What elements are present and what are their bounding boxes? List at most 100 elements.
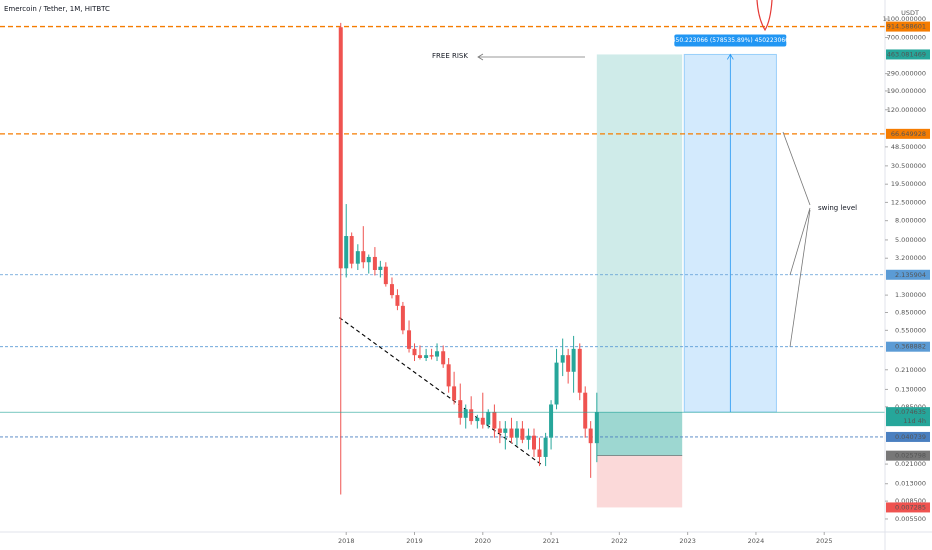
candle-body bbox=[412, 348, 417, 356]
y-tick-label: 19.500000 bbox=[891, 180, 926, 188]
y-tick-label: 0.850000 bbox=[895, 309, 926, 317]
candle-body bbox=[492, 411, 497, 429]
y-tick-label: 0.005500 bbox=[895, 515, 926, 523]
measure-label-bg bbox=[674, 34, 787, 47]
mid-badge: 0.025798 bbox=[895, 452, 926, 460]
currency-label: USDT bbox=[901, 9, 919, 17]
candle-body bbox=[583, 392, 588, 429]
y-tick-label: 120.000000 bbox=[887, 106, 926, 114]
stop-badge: 0.007285 bbox=[895, 503, 926, 511]
candle-body bbox=[463, 409, 468, 418]
candle-body bbox=[361, 251, 366, 263]
price-badge-bg bbox=[886, 128, 930, 139]
axes: 1100.000000 700.000000 290.000000 190.00000… bbox=[338, 15, 930, 545]
candle-body bbox=[441, 351, 446, 365]
candle-body bbox=[571, 348, 576, 372]
last-price-badge-bg bbox=[886, 407, 930, 427]
candle-body bbox=[566, 355, 571, 372]
price-badge: 914.588601 bbox=[887, 23, 926, 31]
candle-body bbox=[349, 236, 354, 264]
annotation-lines bbox=[782, 131, 811, 348]
last-price-countdown: 11d 4h bbox=[903, 417, 926, 425]
drawing-curve bbox=[756, 0, 773, 32]
target-badge-bg bbox=[886, 49, 930, 60]
x-tick-label: 2025 bbox=[816, 537, 833, 545]
candle-body bbox=[355, 251, 360, 264]
y-tick-label: 8.000000 bbox=[895, 217, 926, 225]
candle-body bbox=[366, 256, 371, 263]
price-badge-bg bbox=[886, 21, 930, 32]
x-tick-label: 2019 bbox=[406, 537, 423, 545]
candle-body bbox=[509, 428, 514, 438]
candle-body bbox=[475, 417, 480, 422]
candle-body bbox=[446, 364, 451, 387]
annotation-free-risk: FREE RISK bbox=[432, 52, 468, 60]
candle-body bbox=[480, 417, 485, 425]
y-tick-label: 0.085000 bbox=[895, 403, 926, 411]
annotation-swing-level: swing level bbox=[818, 204, 857, 212]
price-badge: 0.368882 bbox=[895, 343, 926, 351]
candle-body bbox=[395, 295, 400, 306]
y-tick-label: 5.000000 bbox=[895, 236, 926, 244]
candle-body bbox=[577, 348, 582, 393]
price-badge-bg bbox=[886, 341, 930, 352]
candle-body bbox=[458, 400, 463, 418]
y-tick-label: 1.300000 bbox=[895, 291, 926, 299]
candle-body bbox=[400, 305, 405, 331]
y-tick-label: 30.500000 bbox=[891, 162, 926, 170]
y-tick-label: 12.500000 bbox=[891, 198, 926, 206]
candle-body bbox=[514, 428, 519, 438]
chart-title: Emercoin / Tether, 1M, HITBTC bbox=[4, 5, 110, 13]
last-price-badge: 0.074635 bbox=[895, 408, 926, 416]
x-tick-label: 2018 bbox=[338, 537, 355, 545]
y-tick-label: 48.500000 bbox=[891, 143, 926, 151]
y-tick-label: 0.008500 bbox=[895, 497, 926, 505]
x-tick-label: 2024 bbox=[748, 537, 765, 545]
y-tick-label: 3.200000 bbox=[895, 254, 926, 262]
y-tick-label: 1100.000000 bbox=[883, 15, 926, 23]
price-badge-bg bbox=[886, 431, 930, 442]
y-tick-label: 290.000000 bbox=[887, 70, 926, 78]
mid-badge-bg bbox=[886, 450, 930, 461]
candle-body bbox=[378, 266, 383, 270]
candle-body bbox=[543, 437, 548, 457]
candle-body bbox=[486, 411, 491, 425]
y-tick-label: 0.130000 bbox=[895, 385, 926, 393]
y-tick-label: 190.000000 bbox=[887, 87, 926, 95]
candle-body bbox=[344, 236, 349, 269]
candle-body bbox=[469, 409, 474, 422]
candle-body bbox=[424, 355, 429, 358]
annotation-arrow-head bbox=[477, 53, 484, 61]
x-tick-label: 2022 bbox=[611, 537, 628, 545]
candle-body bbox=[383, 266, 388, 285]
target-zone bbox=[596, 54, 683, 413]
candle-body bbox=[503, 428, 508, 433]
candle-body bbox=[435, 351, 440, 357]
measure-arrow-head bbox=[726, 53, 734, 60]
candle-body bbox=[532, 435, 537, 450]
candle-body bbox=[497, 428, 502, 433]
candle-body bbox=[407, 330, 412, 349]
price-badge: 2.135904 bbox=[895, 271, 926, 279]
y-tick-label: 0.021000 bbox=[895, 460, 926, 468]
candle-body bbox=[520, 428, 525, 440]
price-badge: 66.649928 bbox=[891, 130, 926, 138]
candle-body bbox=[372, 256, 377, 270]
x-tick-label: 2023 bbox=[679, 537, 696, 545]
price-badge: 0.040739 bbox=[895, 433, 926, 441]
y-tick-label: 700.000000 bbox=[887, 34, 926, 42]
plot-area: 450.223066 (578535.89%) 450223066 bbox=[0, 22, 885, 508]
x-tick-label: 2021 bbox=[543, 537, 560, 545]
candle-body bbox=[537, 449, 542, 457]
candle-body bbox=[452, 386, 457, 401]
y-tick-label: 0.013000 bbox=[895, 480, 926, 488]
entry-zone bbox=[596, 412, 683, 456]
candle-body bbox=[560, 355, 565, 363]
measure-label: 450.223066 (578535.89%) 450223066 bbox=[672, 37, 789, 44]
candle-body bbox=[554, 362, 559, 405]
price-badge-bg bbox=[886, 269, 930, 280]
candle-body bbox=[338, 27, 343, 269]
y-tick-label: 0.210000 bbox=[895, 366, 926, 374]
candle-body bbox=[549, 404, 554, 438]
